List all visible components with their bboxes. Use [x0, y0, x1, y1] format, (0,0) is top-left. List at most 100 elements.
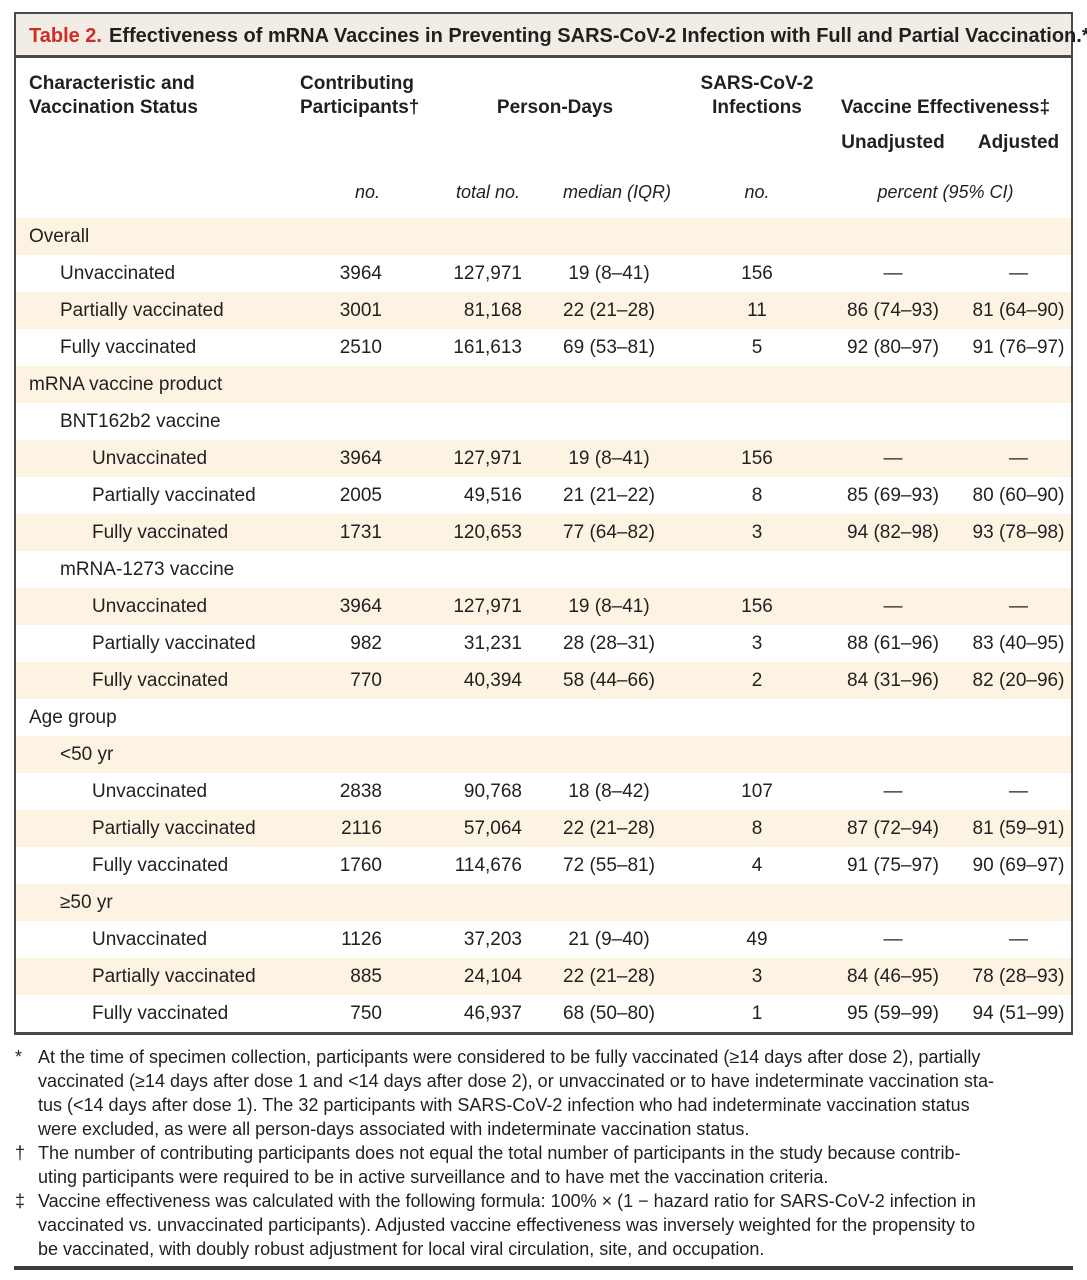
table-header: Characteristic and Vaccination Status Co… [16, 58, 1071, 218]
row-label: Fully vaccinated [92, 854, 229, 876]
cell-ve-unadjusted: — [883, 262, 903, 284]
cell-sars-cov-2-infections: 49 [746, 928, 768, 950]
column-header-person-days: Person-Days [496, 97, 614, 118]
cell-sars-cov-2-infections: 1 [751, 1002, 763, 1024]
cell-ve-unadjusted: — [883, 447, 903, 469]
table-title: Effectiveness of mRNA Vaccines in Preven… [109, 25, 1087, 47]
table-row: Partially vaccinated 3001 81,168 22 (21–… [16, 292, 1071, 329]
cell-person-days-median-iqr: 77 (64–82) [563, 521, 655, 543]
cell-ve-unadjusted: 87 (72–94) [847, 817, 939, 839]
row-label: Partially vaccinated [92, 817, 256, 839]
cell-contributing-participants: 3964 [339, 447, 382, 469]
cell-person-days-total: 81,168 [463, 299, 522, 321]
cell-ve-adjusted: — [1009, 595, 1028, 617]
table-row: Unvaccinated 2838 90,768 18 (8–42) 107 —… [16, 773, 1071, 810]
cell-person-days-total: 37,203 [463, 928, 522, 950]
cell-person-days-total: 120,653 [453, 521, 522, 543]
cell-sars-cov-2-infections: 156 [741, 447, 773, 469]
footnote-marker: ‡ [15, 1191, 26, 1211]
cell-ve-unadjusted: — [883, 928, 903, 950]
row-label: Unvaccinated [92, 928, 208, 950]
row-label: <50 yr [60, 743, 114, 765]
column-header-vaccine-effectiveness: Vaccine Effectiveness‡ [840, 97, 1051, 118]
table2-card: Table 2. Effectiveness of mRNA Vaccines i… [14, 12, 1087, 1035]
row-label: Overall [29, 225, 90, 247]
footnote: † The number of contributing participants… [14, 1141, 1073, 1189]
cell-ve-adjusted: 78 (28–93) [972, 965, 1065, 987]
table-row: Unvaccinated 3964 127,971 19 (8–41) 156 … [16, 255, 1071, 292]
cell-sars-cov-2-infections: 2 [751, 669, 763, 691]
column-header-contributing-participants: Contributing Participants† [300, 73, 420, 118]
cell-person-days-median-iqr: 68 (50–80) [563, 1002, 655, 1024]
unit-label-no: no. [354, 181, 380, 202]
cell-person-days-median-iqr: 58 (44–66) [563, 669, 655, 691]
table-row: Partially vaccinated 2005 49,516 21 (21–… [16, 477, 1071, 514]
table-row: Unvaccinated 3964 127,971 19 (8–41) 156 … [16, 588, 1071, 625]
footnote-marker: † [15, 1143, 26, 1163]
cell-person-days-total: 90,768 [463, 780, 522, 802]
cell-contributing-participants: 3001 [339, 299, 382, 321]
footnote-line: The number of contributing participants … [38, 1143, 961, 1163]
cell-ve-unadjusted: — [883, 595, 903, 617]
row-label: Unvaccinated [92, 447, 208, 469]
row-label: ≥50 yr [60, 891, 113, 913]
header-row-units: no. total no. median (IQR) no. percent (… [16, 166, 1071, 218]
cell-sars-cov-2-infections: 11 [747, 299, 767, 321]
unit-label-median-iqr: median (IQR) [562, 181, 672, 202]
cell-ve-unadjusted: 85 (69–93) [847, 484, 939, 506]
footnote-line: vaccinated vs. unvaccinated participants… [38, 1215, 976, 1235]
table-row: Fully vaccinated 1731 120,653 77 (64–82)… [16, 514, 1071, 551]
cell-ve-adjusted: 91 (76–97) [972, 336, 1065, 358]
cell-contributing-participants: 1760 [339, 854, 382, 876]
cell-person-days-median-iqr: 72 (55–81) [563, 854, 655, 876]
table-row: Fully vaccinated 770 40,394 58 (44–66) 2… [16, 662, 1071, 699]
column-header-sars-cov-2-infections: SARS-CoV-2 Infections [700, 73, 814, 118]
row-label: Unvaccinated [60, 262, 176, 284]
cell-person-days-total: 49,516 [463, 484, 522, 506]
cell-ve-adjusted: 94 (51–99) [972, 1002, 1065, 1024]
column-header-characteristic: Characteristic and Vaccination Status [29, 73, 198, 118]
table-rows: Overall Unvaccinated 3964 127,971 19 (8–… [16, 218, 1071, 1032]
cell-ve-adjusted: 93 (78–98) [972, 521, 1065, 543]
row-label: Unvaccinated [92, 780, 208, 802]
row-label: Fully vaccinated [60, 336, 197, 358]
cell-ve-unadjusted: 86 (74–93) [847, 299, 939, 321]
table-row: Overall [16, 218, 1071, 255]
cell-person-days-median-iqr: 28 (28–31) [563, 632, 655, 654]
table-row: mRNA-1273 vaccine [16, 551, 1071, 588]
cell-ve-adjusted: — [1009, 780, 1028, 802]
footnote-line: tus (<14 days after dose 1). The 32 part… [38, 1095, 970, 1115]
row-label: Unvaccinated [92, 595, 208, 617]
cell-ve-adjusted: — [1009, 447, 1028, 469]
cell-sars-cov-2-infections: 8 [751, 817, 763, 839]
cell-person-days-total: 31,231 [463, 632, 522, 654]
row-label: Age group [29, 706, 117, 728]
column-header-unadjusted: Unadjusted [841, 132, 945, 153]
cell-sars-cov-2-infections: 8 [751, 484, 763, 506]
cell-ve-unadjusted: 91 (75–97) [847, 854, 939, 876]
column-header-adjusted: Adjusted [977, 132, 1060, 153]
cell-ve-unadjusted: 84 (31–96) [847, 669, 939, 691]
cell-contributing-participants: 1731 [339, 521, 382, 543]
cell-ve-adjusted: 83 (40–95) [972, 632, 1065, 654]
row-label: BNT162b2 vaccine [60, 410, 221, 432]
cell-contributing-participants: 2510 [339, 336, 382, 358]
unit-label-infections-no: no. [744, 181, 770, 202]
footnote-marker: * [15, 1047, 23, 1067]
cell-contributing-participants: 3964 [339, 595, 382, 617]
row-label: Partially vaccinated [92, 484, 256, 506]
cell-person-days-median-iqr: 19 (8–41) [568, 447, 650, 469]
row-label: Partially vaccinated [92, 965, 256, 987]
cell-person-days-median-iqr: 22 (21–28) [563, 965, 655, 987]
cell-person-days-total: 46,937 [463, 1002, 522, 1024]
cell-person-days-median-iqr: 22 (21–28) [563, 817, 655, 839]
table-row: BNT162b2 vaccine [16, 403, 1071, 440]
cell-person-days-total: 127,971 [453, 262, 522, 284]
cell-person-days-median-iqr: 19 (8–41) [568, 595, 650, 617]
cell-contributing-participants: 2116 [341, 817, 382, 839]
cell-sars-cov-2-infections: 5 [751, 336, 763, 358]
cell-ve-adjusted: 80 (60–90) [972, 484, 1065, 506]
cell-ve-unadjusted: 92 (80–97) [847, 336, 939, 358]
row-label: Partially vaccinated [60, 299, 224, 321]
cell-ve-unadjusted: 94 (82–98) [847, 521, 939, 543]
